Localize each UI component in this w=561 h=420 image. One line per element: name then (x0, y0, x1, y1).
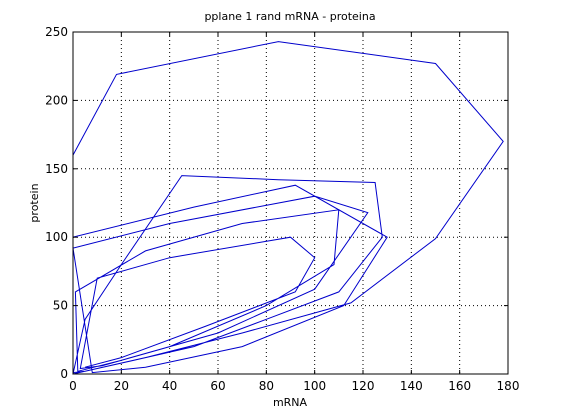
y-tick-labels: 0 50 100 150 200 250 (45, 25, 68, 381)
x-tick-label: 100 (303, 379, 326, 393)
series-layer (72, 41, 504, 375)
y-tick-label: 150 (45, 162, 68, 176)
x-tick-label: 180 (497, 379, 520, 393)
y-tick-label: 50 (53, 299, 68, 313)
y-tick-label: 0 (60, 367, 68, 381)
x-tick-label: 80 (259, 379, 274, 393)
y-tick-label: 200 (45, 93, 68, 107)
plot-frame (72, 31, 509, 375)
plot-area (73, 32, 508, 374)
chart-title: pplane 1 rand mRNA - proteina (204, 10, 375, 23)
x-tick-labels: 0 20 40 60 80 100 120 140 160 180 (69, 379, 519, 393)
x-tick-label: 60 (210, 379, 225, 393)
x-tick-label: 120 (352, 379, 375, 393)
y-tick-label: 250 (45, 25, 68, 39)
x-tick-label: 160 (448, 379, 471, 393)
trajectory-line (72, 41, 504, 375)
x-tick-label: 140 (400, 379, 423, 393)
y-axis-title: protein (28, 183, 41, 222)
x-tick-label: 0 (69, 379, 77, 393)
y-tick-label: 100 (45, 230, 68, 244)
x-tick-label: 20 (114, 379, 129, 393)
x-axis-title: mRNA (273, 396, 308, 409)
x-tick-label: 40 (162, 379, 177, 393)
ticks (72, 31, 509, 375)
